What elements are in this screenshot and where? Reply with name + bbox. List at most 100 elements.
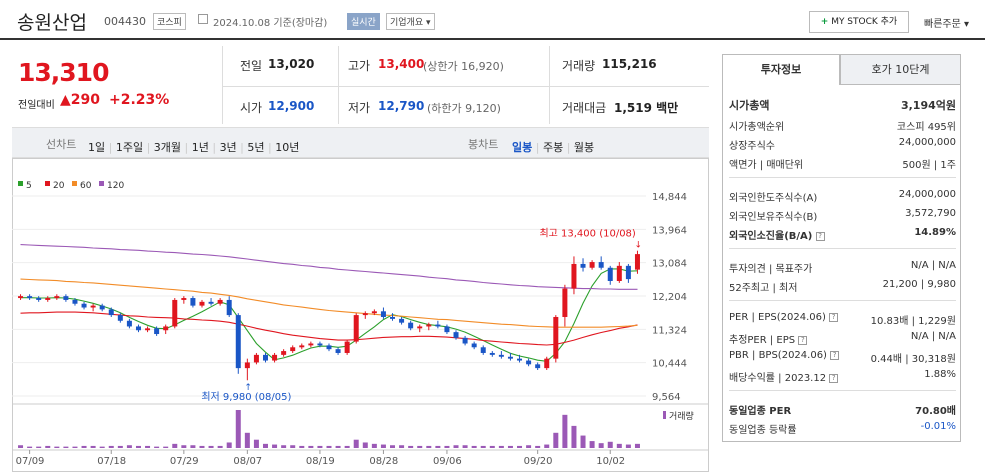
candle-body bbox=[426, 324, 432, 327]
glossary-icon[interactable]: ? bbox=[829, 312, 839, 322]
volume-bar bbox=[517, 445, 523, 448]
candle-body bbox=[63, 296, 69, 300]
candle-body bbox=[108, 309, 114, 316]
quick-order-button[interactable]: 빠른주문 ▾ bbox=[924, 19, 969, 30]
candle-body bbox=[90, 305, 96, 308]
candle-body bbox=[526, 360, 532, 365]
volume-bar bbox=[399, 445, 405, 448]
line-period-0[interactable]: 1일 bbox=[88, 141, 106, 154]
volume-bar bbox=[571, 425, 577, 448]
line-period-2[interactable]: 3개월 bbox=[153, 141, 182, 154]
candle-period-2[interactable]: 월봉 bbox=[573, 141, 595, 154]
foreign-hold-row: 외국인보유주식수(B) 3,572,790 bbox=[729, 208, 956, 223]
corp-overview-dropdown[interactable]: 기업개요 ▾ bbox=[386, 13, 435, 30]
candle-body bbox=[163, 326, 169, 331]
foreign-limit-value: 24,000,000 bbox=[898, 189, 956, 200]
volume-bar bbox=[526, 445, 532, 448]
volume-legend-swatch bbox=[663, 411, 666, 419]
x-tick-label: 07/18 bbox=[97, 456, 126, 467]
prev-close-label: 전일 bbox=[240, 59, 263, 73]
industry-per-value: 70.80배 bbox=[915, 406, 956, 417]
per-row: PER | EPS(2024.06) ? 10.83배 | 1,229원 bbox=[729, 312, 956, 327]
volume-bar bbox=[444, 445, 450, 448]
est-per-value: N/A | N/A bbox=[910, 331, 956, 342]
glossary-icon[interactable]: ? bbox=[829, 373, 839, 383]
est-per-row: 추정PER | EPS ? N/A | N/A bbox=[729, 331, 956, 346]
volume-bar bbox=[390, 445, 396, 448]
volume-bar bbox=[544, 444, 550, 448]
candle-period-0[interactable]: 일봉 bbox=[512, 141, 533, 154]
glossary-icon[interactable]: ? bbox=[830, 350, 840, 360]
candle-body bbox=[154, 328, 160, 335]
glossary-icon[interactable]: ? bbox=[798, 335, 808, 345]
volume-bar bbox=[145, 445, 151, 448]
mystock-label: MY STOCK 추가 bbox=[831, 17, 898, 27]
stock-header: 송원산업 004430 코스피 2024.10.08 기준(장마감) 실시간 기… bbox=[0, 0, 985, 40]
tab-investment-info[interactable]: 투자정보 bbox=[722, 54, 840, 85]
candle-body bbox=[353, 315, 359, 342]
candle-body bbox=[480, 347, 486, 353]
volume-bar bbox=[190, 445, 196, 448]
industry-rate-row[interactable]: 동일업종 등락률 -0.01% bbox=[729, 421, 956, 436]
tab-orderbook[interactable]: 호가 10단계 bbox=[840, 54, 961, 85]
candle-body bbox=[326, 345, 332, 350]
divider bbox=[222, 46, 223, 124]
volume-bar bbox=[498, 445, 504, 448]
foreign-hold-label: 외국인보유주식수(B) bbox=[729, 212, 818, 223]
volume-bar bbox=[616, 443, 622, 448]
volume-bar bbox=[45, 445, 51, 448]
week52-value: 21,200 | 9,980 bbox=[882, 279, 956, 290]
line-period-3[interactable]: 1년 bbox=[191, 141, 209, 154]
candle-body bbox=[181, 298, 187, 300]
volume-bar bbox=[253, 439, 259, 448]
mystock-add-button[interactable]: + MY STOCK 추가 bbox=[809, 11, 909, 33]
line-period-1[interactable]: 1주일 bbox=[115, 141, 144, 154]
price-chart[interactable]: 14,844 13,964 13,084 12,204 11,324 10,444 9,56… bbox=[12, 158, 709, 472]
market-badge: 코스피 bbox=[153, 13, 186, 30]
separator: | bbox=[563, 141, 574, 154]
volume-bar bbox=[335, 445, 341, 448]
market-cap-label: 시가총액 bbox=[729, 99, 770, 112]
candle-body bbox=[145, 328, 151, 331]
candle-body bbox=[571, 263, 577, 289]
low-label: 저가 bbox=[348, 101, 371, 115]
volume-value: 115,216 bbox=[602, 57, 657, 71]
x-tick-label: 08/19 bbox=[306, 456, 335, 467]
lower-limit: (하한가 9,120) bbox=[427, 102, 501, 115]
line-period-5[interactable]: 5년 bbox=[247, 141, 265, 154]
line-period-6[interactable]: 10년 bbox=[275, 141, 300, 154]
quote-date: 2024.10.08 기준(장마감) bbox=[213, 18, 328, 29]
legend-swatch bbox=[99, 181, 104, 186]
industry-per-row[interactable]: 동일업종 PER 70.80배 bbox=[729, 402, 956, 417]
separator: | bbox=[532, 141, 543, 154]
volume-bar bbox=[262, 443, 268, 448]
candle-body bbox=[580, 263, 586, 268]
line-period-4[interactable]: 3년 bbox=[219, 141, 237, 154]
volume-bar bbox=[154, 446, 160, 448]
est-per-label: 추정PER | EPS bbox=[729, 335, 796, 346]
market-cap-value: 3,194억원 bbox=[900, 99, 956, 112]
volume-bar bbox=[172, 443, 178, 448]
candle-body bbox=[589, 262, 595, 268]
volume-bar bbox=[36, 446, 42, 448]
glossary-icon[interactable]: ? bbox=[815, 231, 825, 241]
dividend-label: 배당수익률 | 2023.12 bbox=[729, 373, 827, 384]
foreign-limit-label: 외국인한도주식수(A) bbox=[729, 193, 818, 204]
volume-bar bbox=[90, 445, 96, 448]
line-chart-label: 선차트 bbox=[46, 138, 77, 151]
change-value: ▲290 bbox=[60, 92, 100, 108]
candle-body bbox=[117, 315, 123, 321]
cap-rank-row[interactable]: 시가총액순위 코스피 495위 bbox=[729, 118, 956, 133]
y-tick-label: 11,324 bbox=[652, 325, 687, 336]
candle-body bbox=[81, 303, 87, 308]
realtime-button[interactable]: 실시간 bbox=[347, 13, 380, 30]
candle-body bbox=[199, 301, 205, 306]
candle-body bbox=[45, 298, 51, 300]
volume-bar bbox=[380, 444, 386, 448]
volume-bar bbox=[426, 445, 432, 448]
candle-body bbox=[290, 347, 296, 352]
legend-label: 5 bbox=[26, 181, 32, 191]
candle-body bbox=[417, 326, 423, 329]
candle-period-1[interactable]: 주봉 bbox=[542, 141, 564, 154]
foreign-rate-label: 외국인소진율(B/A) bbox=[729, 231, 813, 242]
